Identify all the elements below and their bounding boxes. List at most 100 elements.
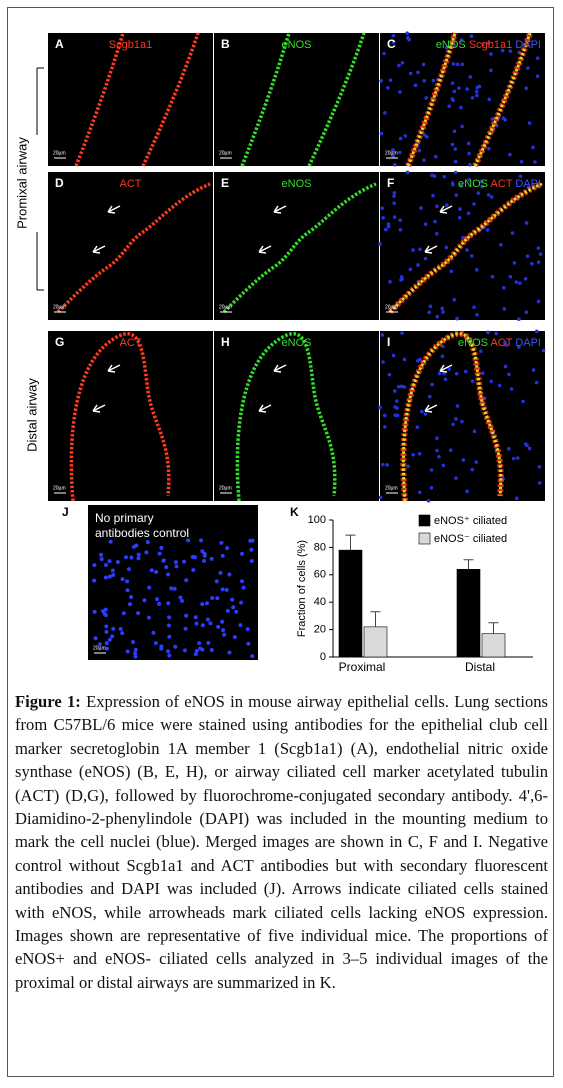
nucleus xyxy=(526,66,530,70)
nucleus xyxy=(463,369,468,374)
nucleus xyxy=(516,456,520,460)
nucleus xyxy=(99,552,104,557)
nucleus xyxy=(435,448,439,453)
nucleus xyxy=(465,248,469,252)
nucleus xyxy=(525,254,530,258)
stain-name: eNOS xyxy=(282,178,312,190)
nucleus xyxy=(413,83,418,88)
scale-label: 20µm xyxy=(53,485,66,491)
bar xyxy=(363,626,388,658)
nucleus xyxy=(121,611,126,616)
nucleus xyxy=(451,422,455,427)
x-tick-label: Distal xyxy=(465,660,495,674)
tissue xyxy=(74,32,125,167)
nucleus xyxy=(225,608,230,613)
nucleus xyxy=(475,312,479,317)
micrograph xyxy=(48,33,213,166)
nucleus xyxy=(110,568,115,573)
nucleus xyxy=(417,452,422,456)
nucleus xyxy=(472,429,477,434)
nucleus xyxy=(154,569,159,574)
nucleus xyxy=(125,649,130,654)
nucleus xyxy=(391,154,395,158)
nucleus xyxy=(241,585,246,590)
nucleus xyxy=(536,246,541,250)
nucleus xyxy=(533,160,537,164)
nucleus xyxy=(465,489,469,494)
nucleus xyxy=(386,222,391,226)
nucleus xyxy=(536,260,541,264)
nucleus xyxy=(391,353,396,358)
arrow xyxy=(439,205,453,214)
nucleus xyxy=(502,307,507,311)
nucleus xyxy=(220,587,225,592)
nucleus xyxy=(504,343,509,348)
nucleus xyxy=(486,330,490,335)
nucleus xyxy=(250,654,255,659)
nucleus xyxy=(460,124,464,129)
nucleus xyxy=(382,51,386,56)
nucleus xyxy=(422,79,427,83)
y-tick-label: 100 xyxy=(308,514,326,526)
nucleus xyxy=(232,635,237,640)
arrow xyxy=(273,205,287,214)
stain-name: ACT xyxy=(490,178,515,190)
stain-label: eNOS xyxy=(282,178,312,190)
nucleus xyxy=(524,221,529,225)
nucleus xyxy=(101,609,106,614)
nucleus xyxy=(418,247,422,252)
nucleus xyxy=(220,619,225,624)
nucleus xyxy=(423,256,428,261)
nucleus xyxy=(460,419,464,424)
nucleus xyxy=(380,206,385,211)
nucleus xyxy=(115,559,120,564)
nucleus xyxy=(538,252,543,256)
nucleus xyxy=(107,637,112,642)
nucleus xyxy=(92,609,97,614)
nucleus xyxy=(92,563,97,568)
scale-label: 20µm xyxy=(385,485,398,491)
nucleus xyxy=(400,60,405,65)
nucleus xyxy=(447,367,452,372)
nucleus xyxy=(472,305,476,310)
stain-name: eNOS xyxy=(458,178,490,190)
nucleus xyxy=(111,573,116,578)
nucleus xyxy=(437,454,441,459)
stain-label: eNOS ACT DAPI xyxy=(458,337,541,349)
nucleus xyxy=(179,598,184,603)
nucleus xyxy=(489,379,494,384)
nucleus xyxy=(391,40,396,44)
nucleus xyxy=(120,631,125,636)
nucleus xyxy=(517,317,521,322)
nucleus xyxy=(127,602,132,607)
nucleus xyxy=(487,97,492,102)
nucleus xyxy=(524,86,528,91)
nucleus xyxy=(433,154,438,159)
arrow xyxy=(439,364,453,373)
nucleus xyxy=(142,598,147,603)
nucleus xyxy=(451,62,456,66)
nucleus xyxy=(191,568,196,573)
nucleus xyxy=(435,314,440,319)
nucleus xyxy=(182,559,187,564)
nucleus xyxy=(477,84,482,89)
nucleus xyxy=(440,354,445,359)
nucleus xyxy=(386,86,390,90)
nucleus xyxy=(470,254,474,258)
nucleus xyxy=(234,609,239,614)
nucleus xyxy=(166,572,171,577)
tissue xyxy=(406,32,457,167)
nucleus xyxy=(194,648,199,653)
nucleus xyxy=(157,551,162,556)
arrow xyxy=(92,404,106,413)
nucleus xyxy=(174,564,179,569)
nucleus xyxy=(103,575,108,580)
nucleus xyxy=(378,242,382,246)
nucleus xyxy=(123,555,128,560)
nucleus xyxy=(166,601,171,606)
nucleus xyxy=(391,33,396,38)
scale-label: 20µm xyxy=(219,304,232,310)
figure-frame xyxy=(7,7,554,1077)
nucleus xyxy=(523,442,528,446)
